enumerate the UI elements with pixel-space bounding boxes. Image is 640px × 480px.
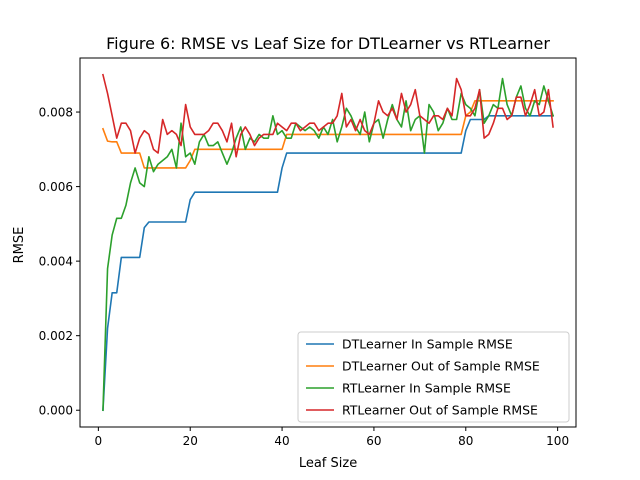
x-tick-label: 80 (458, 434, 473, 448)
y-tick-label: 0.006 (39, 180, 73, 194)
series-line-3 (101, 73, 554, 158)
x-tick-label: 60 (366, 434, 381, 448)
legend: DTLearner In Sample RMSE DTLearner Out of… (297, 331, 570, 423)
x-tick-label: 100 (546, 434, 569, 448)
legend-label: DTLearner In Sample RMSE (342, 337, 513, 352)
legend-label: RTLearner Out of Sample RMSE (342, 403, 538, 418)
y-tick-label: 0.008 (39, 106, 73, 120)
y-axis-label: RMSE (12, 227, 27, 264)
x-tick-label: 0 (95, 434, 103, 448)
x-tick-label: 40 (274, 434, 289, 448)
x-axis-label: Leaf Size (299, 456, 357, 471)
y-tick-label: 0.002 (39, 329, 73, 343)
legend-label: DTLearner Out of Sample RMSE (342, 359, 540, 374)
plot-frame (79, 57, 577, 428)
y-tick-label: 0.000 (39, 404, 73, 418)
plot-area: 0 20 40 60 80 100 0.000 0.002 0.004 0.006 0.008 (39, 57, 577, 448)
x-tick-label: 20 (183, 434, 198, 448)
y-tick-label: 0.004 (39, 255, 73, 269)
series-line-0 (102, 114, 554, 412)
legend-label: RTLearner In Sample RMSE (342, 381, 511, 396)
legend-box (297, 331, 570, 423)
chart-title: Figure 6: RMSE vs Leaf Size for DTLearne… (106, 34, 550, 53)
